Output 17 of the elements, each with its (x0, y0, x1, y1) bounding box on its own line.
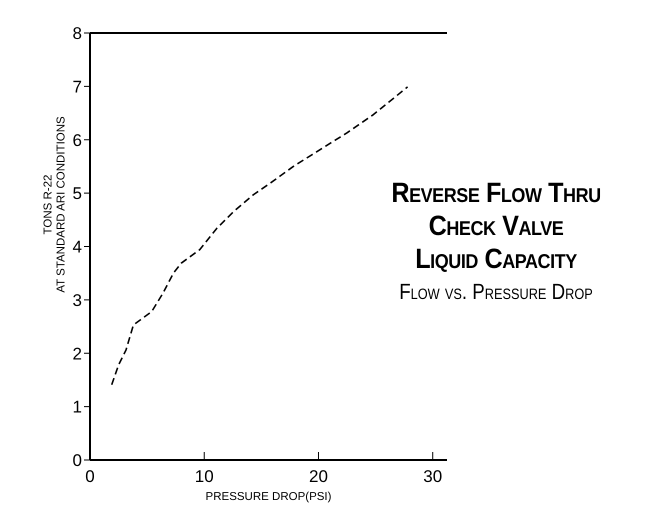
y-tick-label: 2 (72, 344, 82, 364)
x-axis-title: PRESSURE DROP(PSI) (206, 491, 332, 503)
y-axis-title: TONS R-22 AT STANDARD ARI CONDITIONS (42, 116, 68, 293)
y-tick-label: 7 (72, 77, 82, 96)
x-tick-label: 10 (194, 467, 214, 486)
y-tick-label: 8 (72, 24, 82, 44)
text: Flow vs. Pressure Drop (398, 279, 594, 305)
y-tick-label: 4 (72, 238, 82, 257)
y-tick-label: 5 (72, 184, 82, 204)
y-tick-label: 0 (72, 451, 82, 470)
text: Reverse Flow Thru Check Valve Liquid Capacity (390, 176, 602, 275)
y-tick-label: 3 (72, 290, 82, 310)
y-tick-label: 6 (72, 130, 82, 150)
x-tick-label: 30 (423, 467, 442, 486)
x-tick-label: 20 (309, 467, 328, 486)
x-tick-label: 0 (85, 467, 95, 486)
y-tick-label: 1 (72, 398, 82, 417)
